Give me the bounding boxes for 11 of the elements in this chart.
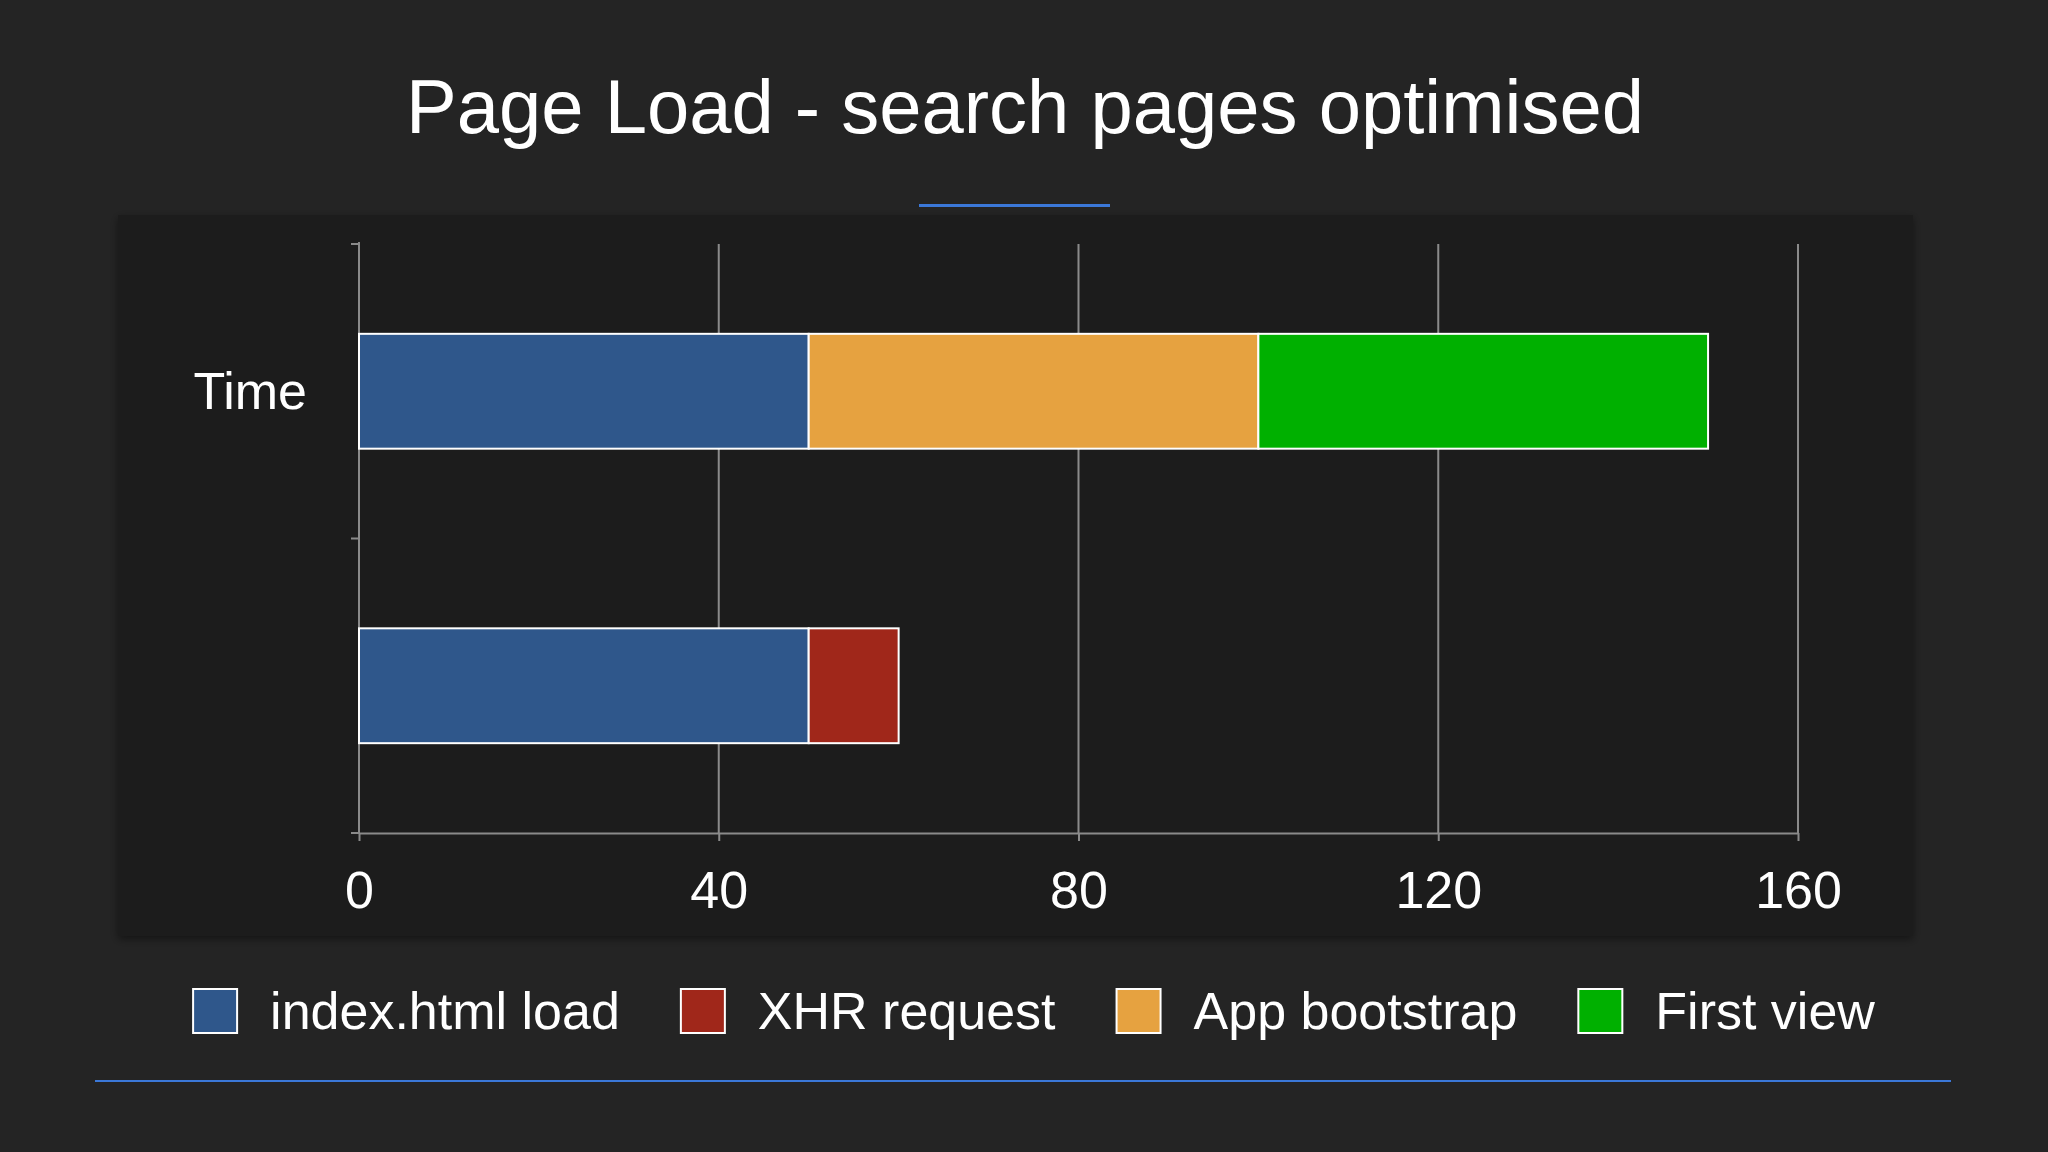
y-tick-label: Time bbox=[193, 362, 307, 421]
legend-label: First view bbox=[1655, 982, 1876, 1041]
legend-label: XHR request bbox=[757, 982, 1057, 1041]
x-tick-label: 0 bbox=[345, 860, 374, 919]
x-tick-label: 40 bbox=[690, 860, 749, 919]
x-tick-label: 160 bbox=[1755, 860, 1842, 919]
x-tick-label: 120 bbox=[1395, 860, 1483, 919]
chart-title: Page Load - search pages optimised bbox=[406, 64, 1644, 149]
x-tick-label: 80 bbox=[1050, 860, 1108, 919]
legend-label: App bootstrap bbox=[1193, 982, 1518, 1041]
legend-label: index.html load bbox=[270, 982, 620, 1041]
